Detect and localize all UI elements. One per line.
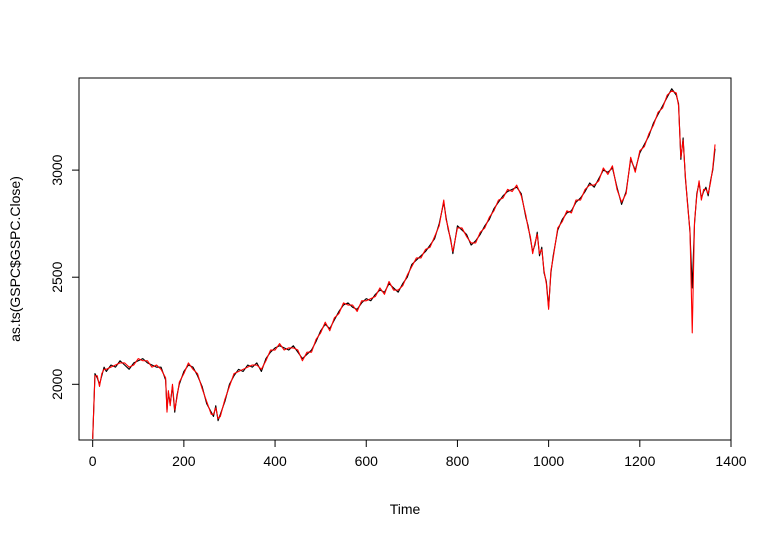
x-tick-label: 1000 [533,453,564,469]
x-tick-label: 800 [446,453,470,469]
x-tick-label: 0 [89,453,97,469]
y-tick-label: 2000 [49,369,65,400]
x-axis: 0 200 400 600 800 1000 1200 1400 [89,439,747,469]
y-axis: 2000 2500 3000 [49,154,80,400]
series-layer [92,88,716,439]
series-line-2 [92,90,716,439]
x-tick-label: 600 [355,453,379,469]
x-tick-label: 200 [172,453,196,469]
y-tick-label: 2500 [49,261,65,292]
x-tick-label: 1400 [715,453,746,469]
y-axis-title: as.ts(GSPC$GSPC.Close) [7,176,23,342]
x-tick-label: 1200 [624,453,655,469]
x-tick-label: 400 [263,453,287,469]
x-axis-title: Time [390,501,421,517]
y-tick-label: 3000 [49,154,65,185]
